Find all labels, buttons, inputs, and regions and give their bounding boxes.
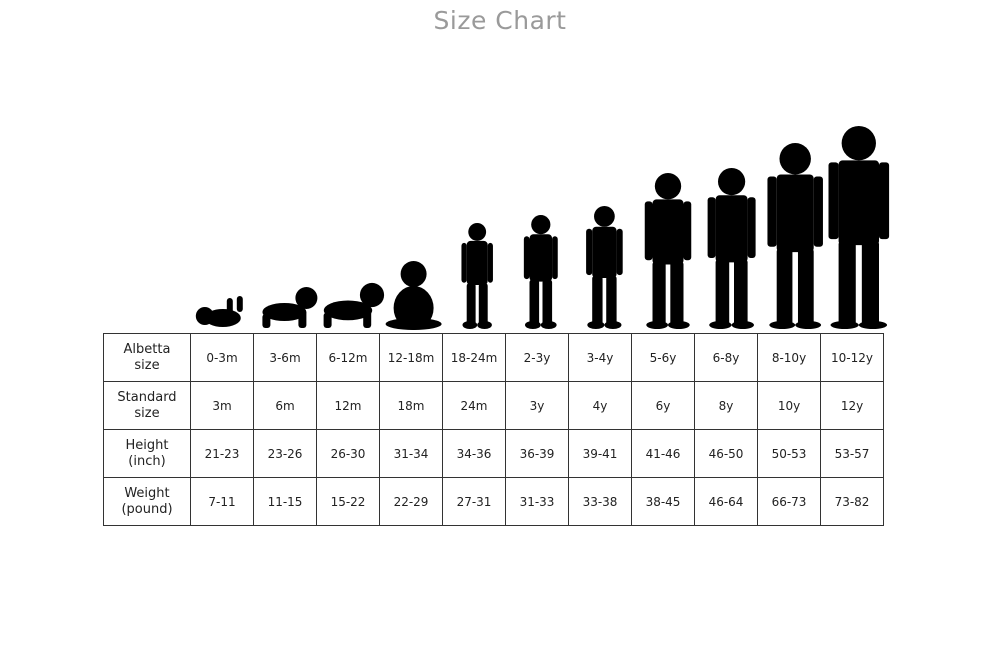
table-row: Weight (pound) 7-11 11-15 15-22 22-29 27-31 31…	[103, 477, 884, 526]
table-cell: 3-4y	[568, 333, 632, 382]
table-cell: 10-12y	[820, 333, 884, 382]
table-cell: 24m	[442, 381, 506, 430]
row-header: Height (inch)	[103, 429, 191, 478]
silhouette-baby-sitting	[385, 261, 442, 330]
table-cell: 50-53	[757, 429, 821, 478]
table-cell: 0-3m	[190, 333, 254, 382]
table-row: Albetta size 0-3m 3-6m 6-12m 12-18m 18-24m 2-3…	[103, 333, 884, 382]
silhouette-child	[767, 143, 823, 329]
table-cell: 23-26	[253, 429, 317, 478]
table-cell: 18m	[379, 381, 443, 430]
table-cell: 6-8y	[694, 333, 758, 382]
size-table: Albetta size 0-3m 3-6m 6-12m 12-18m 18-24m 2-3…	[103, 333, 884, 526]
row-header: Weight (pound)	[103, 477, 191, 526]
table-cell: 3m	[190, 381, 254, 430]
silhouette-child	[707, 168, 756, 329]
table-cell: 12m	[316, 381, 380, 430]
silhouette-baby-lying	[195, 296, 243, 327]
table-cell: 39-41	[568, 429, 632, 478]
table-cell: 6y	[631, 381, 695, 430]
silhouette-baby-crawling	[262, 287, 318, 328]
table-cell: 46-64	[694, 477, 758, 526]
row-header: Standard size	[103, 381, 191, 430]
table-cell: 6-12m	[316, 333, 380, 382]
table-cell: 15-22	[316, 477, 380, 526]
table-cell: 31-33	[505, 477, 569, 526]
table-cell: 53-57	[820, 429, 884, 478]
table-cell: 10y	[757, 381, 821, 430]
table-cell: 41-46	[631, 429, 695, 478]
silhouette-baby-crawling	[323, 282, 385, 328]
silhouette-child	[523, 215, 558, 329]
table-cell: 34-36	[442, 429, 506, 478]
silhouette-child	[586, 206, 623, 329]
table-cell: 2-3y	[505, 333, 569, 382]
table-cell: 33-38	[568, 477, 632, 526]
table-cell: 8-10y	[757, 333, 821, 382]
table-cell: 66-73	[757, 477, 821, 526]
table-cell: 26-30	[316, 429, 380, 478]
table-cell: 18-24m	[442, 333, 506, 382]
table-cell: 5-6y	[631, 333, 695, 382]
table-cell: 4y	[568, 381, 632, 430]
table-cell: 38-45	[631, 477, 695, 526]
table-cell: 12y	[820, 381, 884, 430]
table-cell: 27-31	[442, 477, 506, 526]
table-cell: 3-6m	[253, 333, 317, 382]
table-row: Height (inch) 21-23 23-26 26-30 31-34 34-36 36…	[103, 429, 884, 478]
table-cell: 6m	[253, 381, 317, 430]
table-cell: 3y	[505, 381, 569, 430]
table-cell: 21-23	[190, 429, 254, 478]
table-cell: 31-34	[379, 429, 443, 478]
table-cell: 36-39	[505, 429, 569, 478]
table-row: Standard size 3m 6m 12m 18m 24m 3y 4y 6y 8y 10y 12y	[103, 381, 884, 430]
row-header: Albetta size	[103, 333, 191, 382]
silhouette-toddler-walking	[461, 223, 493, 329]
table-cell: 46-50	[694, 429, 758, 478]
silhouette-child	[828, 126, 890, 329]
silhouette-child	[644, 173, 692, 329]
table-cell: 73-82	[820, 477, 884, 526]
chart-title: Size Chart	[433, 6, 567, 35]
table-cell: 8y	[694, 381, 758, 430]
table-cell: 11-15	[253, 477, 317, 526]
table-cell: 22-29	[379, 477, 443, 526]
table-cell: 12-18m	[379, 333, 443, 382]
table-cell: 7-11	[190, 477, 254, 526]
child-silhouettes	[195, 126, 890, 330]
